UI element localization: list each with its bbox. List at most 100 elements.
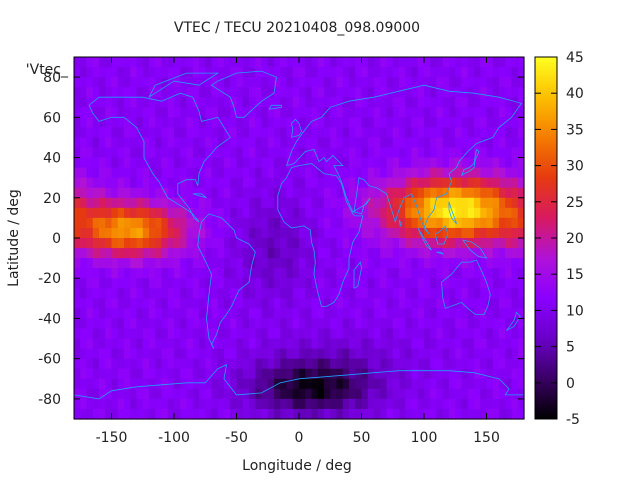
heat-cell [386,248,394,259]
heat-cell [374,157,381,169]
heat-cell [386,87,394,98]
heat-cell [305,127,313,139]
heat-cell [324,338,331,350]
heat-cell [399,187,406,199]
heat-cell [461,147,469,159]
heat-cell [136,177,144,189]
heat-cell [461,308,469,320]
heat-cell [86,358,94,370]
heat-cell [449,388,456,400]
heat-cell [336,187,344,199]
heat-cell [224,408,231,420]
heat-cell [499,398,506,410]
heat-cell [374,177,381,189]
heat-cell [86,408,94,420]
heat-cell [449,248,456,259]
heat-cell [467,328,475,340]
heat-cell [361,248,369,259]
heat-cell [474,298,481,309]
heat-cell [324,197,331,209]
heat-cell [286,278,294,289]
heat-cell [367,117,375,128]
heat-cell [374,238,381,249]
heat-cell [336,268,344,279]
heat-cell [174,378,181,390]
heat-cell [311,117,319,128]
heat-cell [430,87,438,98]
heat-cell [211,197,219,209]
heatmap-grid [74,57,525,420]
heat-cell [211,167,219,179]
heat-cell [311,207,319,219]
heat-cell [242,378,250,390]
heat-cell [149,107,156,118]
heat-cell [380,187,388,199]
heat-cell [161,197,169,209]
heat-cell [186,97,194,108]
heat-cell [92,238,100,249]
heat-cell [367,378,375,390]
heat-cell [199,408,206,420]
heat-cell [217,398,225,410]
heat-cell [111,328,119,340]
heat-cell [242,97,250,108]
heat-cell [274,358,281,370]
heat-cell [511,217,519,229]
heat-cell [430,57,438,68]
heat-cell [136,408,144,420]
heat-cell [492,67,500,78]
heat-cell [442,107,450,118]
heat-cell [249,378,256,390]
heat-cell [349,398,356,410]
heat-cell [230,398,238,410]
heat-cell [517,57,525,68]
heat-cell [399,87,406,98]
heat-cell [411,57,419,68]
heat-cell [267,298,275,309]
heat-cell [274,117,281,128]
heat-cell [205,107,213,118]
heat-cell [436,157,444,169]
heat-cell [317,127,325,139]
heat-cell [280,368,288,380]
heat-cell [467,117,475,128]
heat-cell [267,268,275,279]
heat-cell [280,117,288,128]
heat-cell [242,288,250,299]
heat-cell [136,328,144,340]
heat-cell [499,167,506,179]
heat-cell [467,177,475,189]
heat-cell [417,308,425,320]
heat-cell [117,207,125,219]
heat-cell [386,57,394,68]
heat-cell [255,117,263,128]
heat-cell [436,197,444,209]
x-axis-label: Longitude / deg [242,458,352,474]
heat-cell [236,147,244,159]
heat-cell [242,328,250,340]
heat-cell [342,238,350,249]
heat-cell [461,328,469,340]
heat-cell [311,157,319,169]
heat-cell [217,378,225,390]
heat-cell [255,67,263,78]
heat-cell [117,248,125,259]
heat-cell [430,97,438,108]
heat-cell [261,97,269,108]
heat-cell [461,318,469,330]
heat-cell [142,308,150,320]
heat-cell [92,258,100,269]
x-tick-label: 100 [411,430,438,446]
heat-cell [161,368,169,380]
heat-cell [117,328,125,340]
heat-cell [286,248,294,259]
heat-cell [117,308,125,320]
heat-cell [205,398,213,410]
heat-cell [286,348,294,360]
heat-cell [361,378,369,390]
heat-cell [367,318,375,330]
heat-cell [317,87,325,98]
heat-cell [105,167,113,179]
heat-cell [261,348,269,360]
heat-cell [292,328,300,340]
